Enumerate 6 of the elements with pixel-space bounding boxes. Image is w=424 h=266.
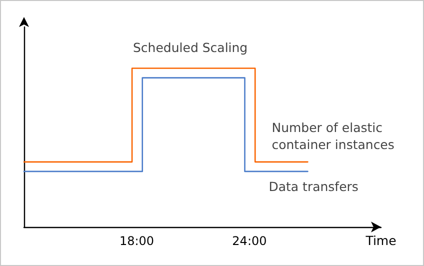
- series-label: Number of elastic container instances: [272, 120, 394, 152]
- series-label: Data transfers: [268, 178, 358, 194]
- x-tick-label: 18:00: [119, 234, 154, 248]
- x-tick-label: 24:00: [232, 234, 267, 248]
- chart-title: Scheduled Scaling: [133, 40, 248, 55]
- x-axis-title: Time: [364, 233, 397, 248]
